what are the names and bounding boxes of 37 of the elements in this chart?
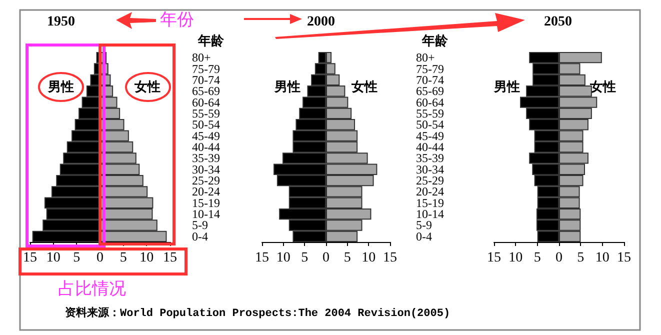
x-tick-label: 10 <box>140 250 154 266</box>
x-tick-label: 10 <box>595 250 610 266</box>
series-label: 男性 <box>274 79 301 94</box>
x-tick-label: 15 <box>255 250 269 266</box>
x-tick-label: 10 <box>276 250 290 266</box>
x-tick-label: 5 <box>301 250 308 266</box>
x-tick-label: 0 <box>96 250 104 266</box>
x-tick-label: 15 <box>23 250 37 266</box>
chart-title: 2050 <box>544 14 572 30</box>
series-label: 女性 <box>134 79 161 94</box>
x-tick-label: 10 <box>46 250 60 266</box>
text: 资料来源：World Population Prospects:The 2004 Revision(2005) <box>65 306 450 320</box>
x-tick-label: 0 <box>556 250 562 266</box>
x-tick-label: 5 <box>577 250 584 266</box>
y-axis-title: 年龄 <box>421 33 449 48</box>
x-tick-label: 5 <box>73 250 80 266</box>
text: 年份 <box>160 9 194 31</box>
y-tick-label: 40-44 <box>416 140 444 154</box>
text: 占比情况 <box>58 278 126 300</box>
series-label: 男性 <box>46 79 74 94</box>
series-label: 男性 <box>493 79 520 94</box>
x-tick-label: 15 <box>487 250 501 266</box>
x-tick-label: 5 <box>120 250 127 266</box>
x-tick-label: 10 <box>362 250 376 266</box>
x-tick-label: 5 <box>534 250 541 266</box>
y-axis-title: 年龄 <box>197 33 225 48</box>
x-tick-label: 15 <box>617 250 631 266</box>
x-tick-label: 15 <box>163 250 177 266</box>
x-tick-label: 15 <box>383 250 397 266</box>
series-label: 女性 <box>350 79 378 94</box>
x-tick-label: 5 <box>344 250 351 266</box>
y-tick-label: 40-44 <box>192 140 220 154</box>
x-tick-label: 0 <box>322 250 330 266</box>
chart-title: 2000 <box>307 14 335 30</box>
x-tick-label: 10 <box>508 250 523 266</box>
chart-title: 1950 <box>47 14 75 30</box>
series-label: 女性 <box>589 79 616 94</box>
